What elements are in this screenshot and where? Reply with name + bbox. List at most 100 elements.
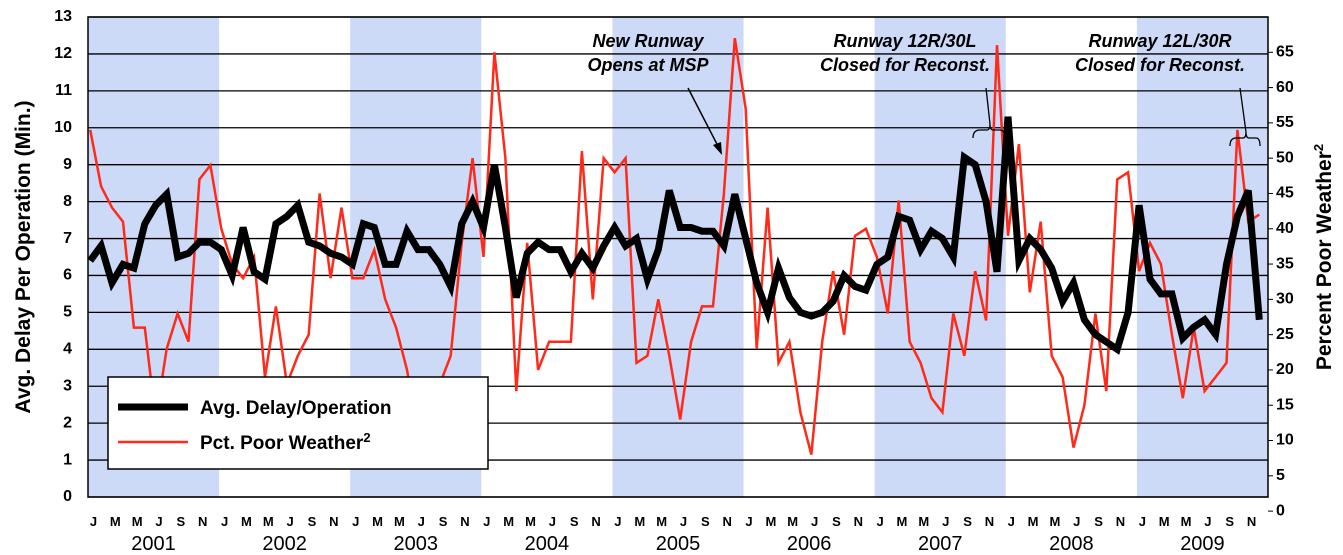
y2-tick-label: 5 bbox=[1276, 467, 1285, 484]
y-tick-label: 13 bbox=[54, 8, 72, 25]
x-tick-label: J bbox=[352, 514, 359, 529]
x-tick-label: J bbox=[155, 514, 162, 529]
y2-tick-label: 0 bbox=[1276, 502, 1285, 519]
x-tick-label: N bbox=[460, 514, 469, 529]
annotation: Closed for Reconst. bbox=[820, 55, 990, 75]
x-tick-label: J bbox=[614, 514, 621, 529]
x-tick-label: M bbox=[132, 514, 143, 529]
x-tick-label: J bbox=[942, 514, 949, 529]
bracket-leader bbox=[985, 87, 991, 125]
y2-tick-label: 35 bbox=[1276, 255, 1294, 272]
series-line bbox=[87, 116, 1263, 355]
y2-tick-label: 50 bbox=[1276, 149, 1294, 166]
annotation: Closed for Reconst. bbox=[1075, 55, 1245, 75]
y-tick-label: 1 bbox=[63, 451, 72, 468]
year-band bbox=[612, 17, 744, 497]
x-tick-label: M bbox=[394, 514, 405, 529]
y-tick-label: 4 bbox=[63, 341, 72, 358]
y-tick-label: 12 bbox=[54, 45, 72, 62]
x-tick-label: M bbox=[1050, 514, 1061, 529]
y-tick-label: 7 bbox=[63, 230, 72, 247]
x-tick-label: J bbox=[680, 514, 687, 529]
x-tick-label: N bbox=[591, 514, 600, 529]
plot-frame bbox=[87, 16, 1269, 498]
legend-label-text: Pct. Poor Weather bbox=[200, 433, 364, 454]
x-tick-label: M bbox=[241, 514, 252, 529]
x-tick-label: M bbox=[1181, 514, 1192, 529]
y2-tick-label: 40 bbox=[1276, 220, 1294, 237]
legend-label-text: Avg. Delay/Operation bbox=[200, 398, 391, 419]
x-tick-label: J bbox=[221, 514, 228, 529]
y2-tick-label: 65 bbox=[1276, 44, 1294, 61]
x-tick-label: M bbox=[1159, 514, 1170, 529]
x-tick-label: S bbox=[1225, 514, 1234, 529]
legend-label-sup: 2 bbox=[363, 430, 370, 445]
x-tick-label: J bbox=[1139, 514, 1146, 529]
x-tick-label: S bbox=[832, 514, 841, 529]
y2-axis-title-text: Percent Poor Weather bbox=[1313, 151, 1336, 370]
x-tick-label: S bbox=[308, 514, 317, 529]
x-tick-label: S bbox=[701, 514, 710, 529]
y-tick-label: 5 bbox=[63, 304, 72, 321]
year-label: 2009 bbox=[1180, 533, 1225, 555]
x-tick-label: N bbox=[329, 514, 338, 529]
x-tick-label: M bbox=[503, 514, 514, 529]
x-tick-label: J bbox=[483, 514, 490, 529]
x-tick-label: J bbox=[745, 514, 752, 529]
y-tick-label: 6 bbox=[63, 267, 72, 284]
x-tick-label: M bbox=[525, 514, 536, 529]
x-tick-label: M bbox=[897, 514, 908, 529]
x-tick-label: S bbox=[1094, 514, 1103, 529]
x-tick-label: J bbox=[418, 514, 425, 529]
annotation: Runway 12R/30L bbox=[833, 31, 976, 51]
y2-axis-title: Percent Poor Weather2 bbox=[1311, 144, 1336, 370]
series-line bbox=[88, 38, 1260, 455]
x-tick-label: M bbox=[372, 514, 383, 529]
x-tick-label: S bbox=[963, 514, 972, 529]
x-tick-label: S bbox=[177, 514, 186, 529]
x-tick-label: M bbox=[634, 514, 645, 529]
year-label: 2002 bbox=[262, 533, 307, 555]
y-axis-title: Avg. Delay Per Operation (Min.) bbox=[12, 100, 35, 413]
year-label: 2001 bbox=[131, 533, 176, 555]
x-tick-label: N bbox=[1116, 514, 1125, 529]
x-tick-label: N bbox=[985, 514, 994, 529]
arrow-head bbox=[713, 142, 722, 155]
y-tick-label: 2 bbox=[63, 414, 72, 431]
y2-tick-label: 60 bbox=[1276, 79, 1294, 96]
y2-tick-label: 15 bbox=[1276, 396, 1294, 413]
year-label: 2004 bbox=[525, 533, 570, 555]
x-tick-label: M bbox=[656, 514, 667, 529]
x-tick-label: M bbox=[110, 514, 121, 529]
y-tick-label: 11 bbox=[55, 82, 72, 99]
y2-axis-title-sup: 2 bbox=[1311, 144, 1326, 151]
x-tick-label: S bbox=[439, 514, 448, 529]
y2-tick-label: 45 bbox=[1276, 185, 1294, 202]
x-tick-label: N bbox=[198, 514, 207, 529]
year-label: 2003 bbox=[394, 533, 439, 555]
legend-label: Avg. Delay/Operation bbox=[200, 398, 391, 419]
y-tick-label: 10 bbox=[54, 119, 72, 136]
x-tick-label: J bbox=[90, 514, 97, 529]
x-tick-label: J bbox=[549, 514, 556, 529]
x-tick-label: J bbox=[811, 514, 818, 529]
y-tick-label: 9 bbox=[63, 156, 72, 173]
x-tick-label: S bbox=[570, 514, 579, 529]
year-label: 2007 bbox=[918, 533, 963, 555]
x-tick-label: M bbox=[1028, 514, 1039, 529]
x-tick-label: M bbox=[787, 514, 798, 529]
x-tick-label: N bbox=[1247, 514, 1256, 529]
year-label: 2005 bbox=[656, 533, 701, 555]
y-tick-label: 8 bbox=[63, 193, 72, 210]
annotation-arrow bbox=[687, 87, 721, 151]
y2-tick-label: 55 bbox=[1276, 114, 1294, 131]
x-tick-label: N bbox=[722, 514, 731, 529]
x-tick-label: N bbox=[854, 514, 863, 529]
annotation: Opens at MSP bbox=[587, 55, 709, 75]
year-band bbox=[874, 17, 1006, 497]
legend-box bbox=[107, 376, 489, 470]
x-tick-label: J bbox=[1073, 514, 1080, 529]
x-tick-label: J bbox=[1204, 514, 1211, 529]
y-tick-label: 0 bbox=[63, 488, 72, 505]
y2-tick-label: 10 bbox=[1276, 432, 1294, 449]
